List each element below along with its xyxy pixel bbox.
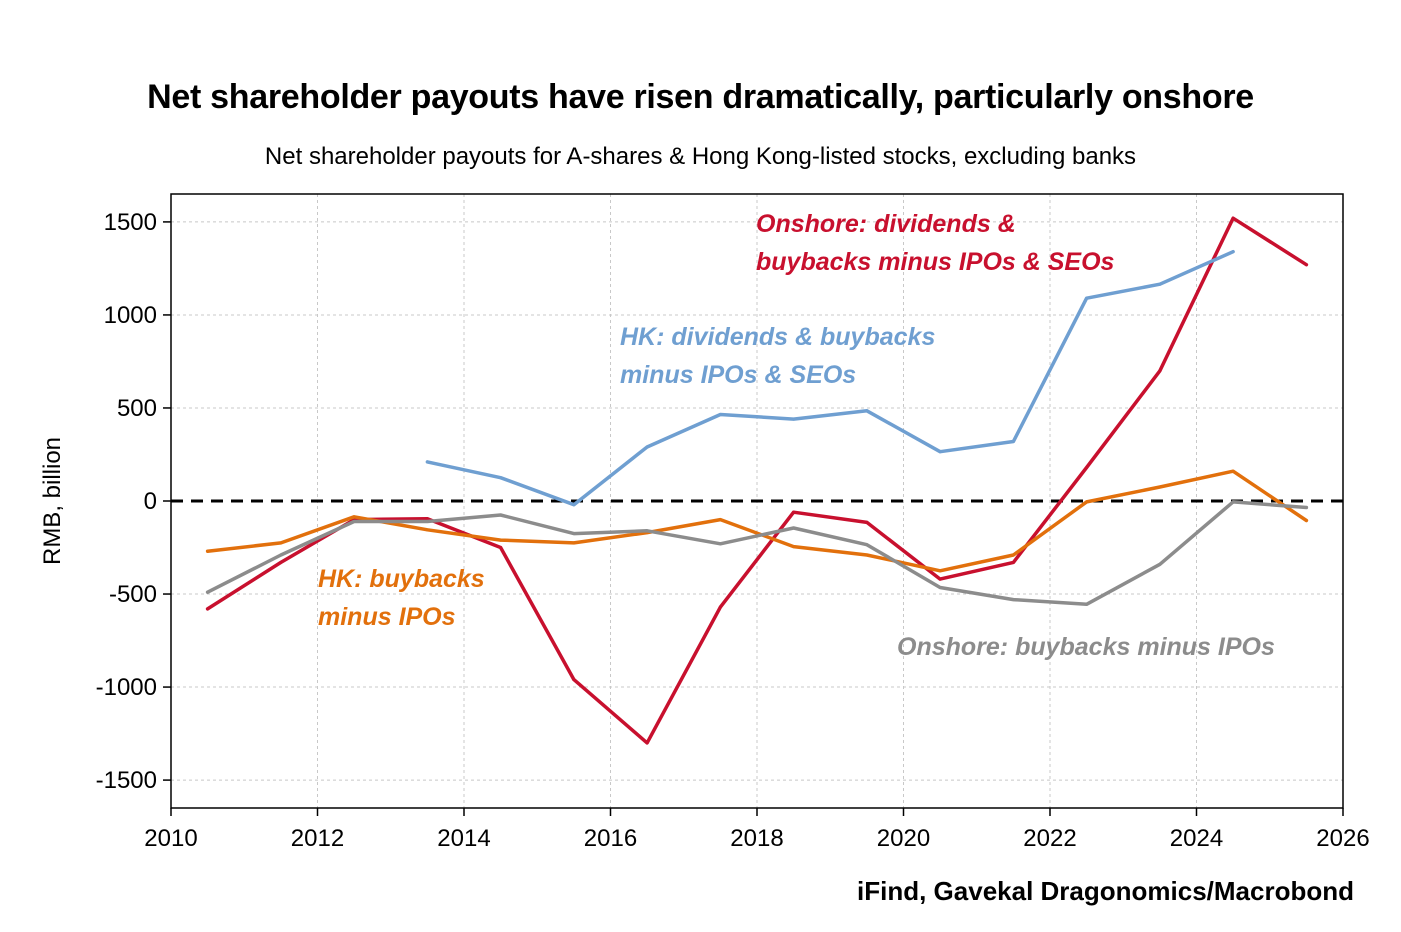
chart-subtitle: Net shareholder payouts for A-shares & H… xyxy=(264,143,1137,170)
data-point xyxy=(425,460,429,464)
data-point xyxy=(938,450,942,454)
data-point xyxy=(499,538,503,542)
y-axis: 1500 1000 500 0 -500 -1000 -1500 xyxy=(96,209,171,794)
data-point xyxy=(499,513,503,517)
data-point xyxy=(1231,500,1235,504)
data-point xyxy=(572,678,576,682)
x-tick-label: 2016 xyxy=(584,825,637,852)
data-point xyxy=(499,546,503,550)
data-point xyxy=(206,549,210,553)
data-point xyxy=(1158,562,1162,566)
data-point xyxy=(1085,602,1089,606)
data-point xyxy=(718,605,722,609)
data-point xyxy=(1158,485,1162,489)
data-point xyxy=(425,528,429,532)
data-point xyxy=(352,515,356,519)
series-line-1 xyxy=(205,216,1309,745)
data-point xyxy=(425,519,429,523)
data-point xyxy=(645,445,649,449)
y-tick-label: 1000 xyxy=(104,302,157,329)
data-point xyxy=(1304,506,1308,510)
data-point xyxy=(865,553,869,557)
y-tick-label: -500 xyxy=(109,581,157,608)
data-point xyxy=(792,545,796,549)
data-point xyxy=(1085,466,1089,470)
data-point xyxy=(206,590,210,594)
data-point xyxy=(645,529,649,533)
data-point xyxy=(718,412,722,416)
data-point xyxy=(572,532,576,536)
series-line-2 xyxy=(425,249,1235,507)
data-point xyxy=(1011,439,1015,443)
data-point xyxy=(792,510,796,514)
data-point xyxy=(572,503,576,507)
annotation-label: Onshore: buybacks minus IPOs xyxy=(897,633,1275,661)
data-point xyxy=(865,520,869,524)
data-point xyxy=(425,517,429,521)
data-point xyxy=(1231,469,1235,473)
x-tick-label: 2024 xyxy=(1170,825,1223,852)
data-point xyxy=(718,542,722,546)
data-point xyxy=(279,560,283,564)
data-point xyxy=(572,541,576,545)
annotation-label: buybacks minus IPOs & SEOs xyxy=(756,248,1115,276)
data-point xyxy=(1231,250,1235,254)
data-point xyxy=(206,607,210,611)
annotation-label: minus IPOs xyxy=(318,603,456,631)
x-tick-label: 2012 xyxy=(291,825,344,852)
data-point xyxy=(938,577,942,581)
data-point xyxy=(1085,296,1089,300)
data-point xyxy=(499,476,503,480)
data-point xyxy=(279,541,283,545)
data-point xyxy=(865,409,869,413)
x-axis: 2010 2012 2014 2016 2018 2020 2022 2024 2026 xyxy=(144,808,1370,852)
data-point xyxy=(1085,500,1089,504)
chart-title: Net shareholder payouts have risen drama… xyxy=(147,78,1254,116)
series-lines xyxy=(205,216,1309,745)
annotation-label: Onshore: dividends & xyxy=(756,210,1016,238)
data-point xyxy=(1158,282,1162,286)
data-point xyxy=(1304,519,1308,523)
data-point xyxy=(792,417,796,421)
annotation-label: HK: buybacks xyxy=(318,565,485,593)
x-tick-label: 2022 xyxy=(1023,825,1076,852)
data-point xyxy=(1011,560,1015,564)
x-tick-label: 2018 xyxy=(730,825,783,852)
x-tick-label: 2010 xyxy=(144,825,197,852)
annotation-label: HK: dividends & buybacks xyxy=(620,323,935,351)
data-point xyxy=(792,526,796,530)
series-line-4 xyxy=(205,500,1309,607)
series-line-3 xyxy=(205,469,1309,573)
y-tick-label: 500 xyxy=(117,395,157,422)
y-tick-label: 0 xyxy=(144,488,157,515)
data-point xyxy=(1231,216,1235,220)
data-point xyxy=(865,543,869,547)
y-tick-label: -1500 xyxy=(96,767,157,794)
data-point xyxy=(645,741,649,745)
y-axis-label: RMB, billion xyxy=(39,437,66,565)
annotation-label: minus IPOs & SEOs xyxy=(620,361,856,389)
data-point xyxy=(1011,553,1015,557)
y-tick-label: 1500 xyxy=(104,209,157,236)
series-annotations: Onshore: dividends & buybacks minus IPOs … xyxy=(318,210,1275,661)
data-point xyxy=(938,569,942,573)
data-point xyxy=(1158,369,1162,373)
source-note: iFind, Gavekal Dragonomics/Macrobond xyxy=(857,876,1354,906)
data-point xyxy=(718,518,722,522)
data-point xyxy=(938,586,942,590)
x-tick-label: 2014 xyxy=(437,825,490,852)
y-tick-label: -1000 xyxy=(96,674,157,701)
x-tick-label: 2020 xyxy=(877,825,930,852)
data-point xyxy=(352,519,356,523)
data-point xyxy=(1304,263,1308,267)
data-point xyxy=(1011,598,1015,602)
data-point xyxy=(279,553,283,557)
x-tick-label: 2026 xyxy=(1316,825,1369,852)
